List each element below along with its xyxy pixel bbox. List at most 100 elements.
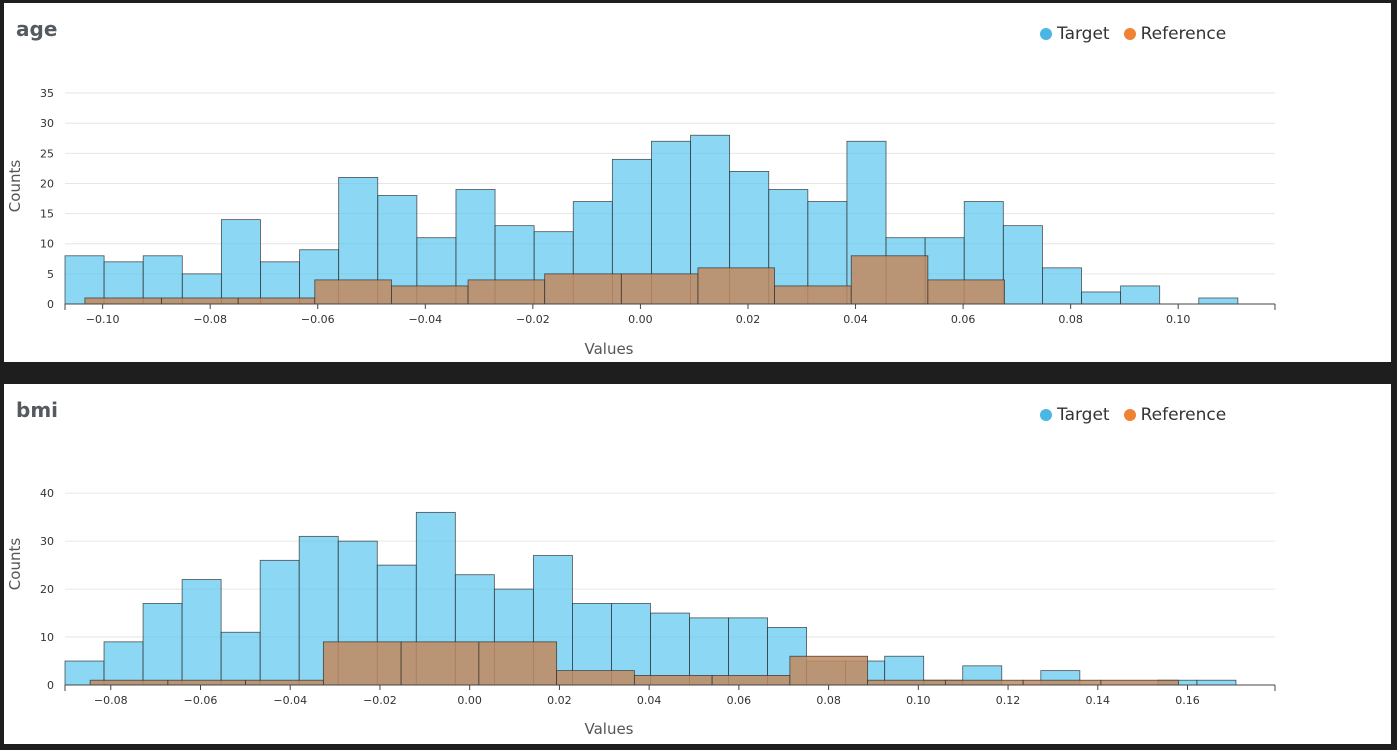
legend-label-reference: Reference	[1140, 405, 1227, 425]
reference-bar[interactable]	[245, 679, 324, 686]
target-bar[interactable]	[64, 255, 105, 305]
reference-bar[interactable]	[322, 641, 402, 686]
x-tick-label: 0.08	[816, 694, 841, 707]
target-bar[interactable]	[220, 219, 261, 305]
reference-bar[interactable]	[89, 679, 169, 686]
y-tick-label: 30	[40, 117, 54, 130]
bmi-chart-panel: bmi Target Reference 0 10 20 30 40 −0.08 −0.06…	[4, 384, 1391, 744]
chart-title: age	[16, 17, 58, 41]
y-tick-label: 40	[40, 487, 54, 500]
legend-item-target[interactable]: Target	[1040, 405, 1110, 425]
reference-bar[interactable]	[850, 255, 929, 305]
y-tick-label: 10	[40, 631, 54, 644]
y-tick-label: 25	[40, 147, 54, 160]
reference-bar[interactable]	[620, 273, 699, 305]
x-tick-label: 0.16	[1175, 694, 1200, 707]
target-bar[interactable]	[181, 579, 222, 686]
target-bar[interactable]	[103, 641, 144, 686]
reference-bar[interactable]	[467, 279, 546, 305]
target-bar[interactable]	[768, 189, 809, 305]
reference-bar[interactable]	[478, 641, 558, 686]
reference-bar[interactable]	[400, 641, 480, 686]
age-histogram: 0 5 10 15 20 25 30 35 −0.10 −0.08 −0.06 −0.04 −0.02 0…	[6, 87, 1276, 358]
reference-bar[interactable]	[237, 297, 316, 305]
x-tick-label: 0.10	[906, 694, 931, 707]
target-bar[interactable]	[650, 612, 690, 686]
target-bar[interactable]	[1042, 267, 1082, 305]
legend-label-target: Target	[1057, 24, 1110, 44]
chart-title: bmi	[16, 398, 59, 422]
legend-item-target[interactable]: Target	[1040, 24, 1110, 44]
reference-bar[interactable]	[1100, 679, 1180, 686]
x-tick-label: −0.10	[86, 313, 120, 326]
target-bar[interactable]	[142, 603, 183, 686]
target-bar[interactable]	[259, 559, 300, 686]
bmi-histogram: 0 10 20 30 40 −0.08 −0.06 −0.04 −0.02 0.00 0.02 0.0…	[6, 487, 1276, 738]
x-tick-label: −0.04	[273, 694, 307, 707]
reference-bar[interactable]	[927, 279, 1005, 305]
reference-bar[interactable]	[867, 679, 946, 686]
reference-bar[interactable]	[84, 297, 162, 305]
reference-dot-icon	[1123, 409, 1136, 421]
age-chart-panel: age Target Reference 0 5 10 15 20 25 30 35 −0.10…	[4, 3, 1391, 362]
reference-bar[interactable]	[944, 679, 1024, 686]
x-tick-label: −0.08	[94, 694, 128, 707]
x-tick-label: 0.06	[727, 694, 752, 707]
x-tick-label: −0.02	[363, 694, 397, 707]
target-bar[interactable]	[689, 617, 729, 686]
y-axis-title: Counts	[6, 160, 24, 213]
reference-bar[interactable]	[556, 670, 635, 686]
legend-item-reference[interactable]: Reference	[1123, 24, 1227, 44]
x-tick-label: 0.04	[843, 313, 868, 326]
y-tick-label: 15	[40, 208, 54, 221]
reference-bar[interactable]	[544, 273, 622, 305]
legend-label-target: Target	[1057, 405, 1110, 425]
target-bar[interactable]	[1081, 291, 1122, 305]
x-axis-title: Values	[584, 720, 633, 738]
x-tick-label: −0.04	[408, 313, 442, 326]
x-tick-label: −0.06	[184, 694, 218, 707]
reference-bar[interactable]	[774, 285, 852, 305]
y-tick-label: 35	[40, 87, 54, 100]
reference-bar[interactable]	[1022, 679, 1102, 686]
y-axis-title: Counts	[6, 538, 24, 591]
target-bar[interactable]	[1198, 297, 1239, 305]
x-tick-label: 0.14	[1086, 694, 1111, 707]
reference-bar[interactable]	[314, 279, 392, 305]
x-tick-label: 0.12	[996, 694, 1021, 707]
target-dot-icon	[1040, 28, 1052, 40]
reference-bar[interactable]	[161, 297, 239, 305]
x-tick-label: 0.06	[951, 313, 976, 326]
x-tick-label: −0.02	[516, 313, 550, 326]
y-tick-label: 20	[40, 177, 54, 190]
x-tick-label: 0.04	[637, 694, 662, 707]
chart-legend: Target Reference	[1040, 405, 1240, 425]
legend-item-reference[interactable]: Reference	[1123, 405, 1227, 425]
x-tick-label: 0.02	[736, 313, 761, 326]
x-axis-title: Values	[584, 340, 633, 358]
reference-dot-icon	[1123, 28, 1136, 40]
y-tick-label: 10	[40, 238, 54, 251]
x-tick-label: −0.06	[301, 313, 335, 326]
y-tick-label: 20	[40, 583, 54, 596]
reference-bar[interactable]	[789, 655, 869, 686]
x-tick-label: 0.08	[1058, 313, 1083, 326]
reference-bar[interactable]	[711, 675, 791, 686]
reference-bar[interactable]	[697, 267, 775, 305]
target-bar[interactable]	[220, 631, 261, 686]
target-bar[interactable]	[1002, 225, 1043, 305]
legend-label-reference: Reference	[1140, 24, 1227, 44]
y-tick-label: 0	[47, 298, 54, 311]
y-tick-label: 0	[47, 679, 54, 692]
reference-bar[interactable]	[167, 679, 247, 686]
target-bar[interactable]	[1196, 679, 1237, 686]
x-tick-label: −0.08	[193, 313, 227, 326]
target-bar[interactable]	[1120, 285, 1161, 305]
reference-bar[interactable]	[391, 285, 469, 305]
y-tick-label: 5	[47, 268, 54, 281]
x-tick-label: 0.02	[547, 694, 572, 707]
target-bar[interactable]	[728, 617, 768, 686]
target-bar[interactable]	[142, 255, 183, 305]
reference-bar[interactable]	[633, 675, 713, 686]
chart-legend: Target Reference	[1040, 24, 1240, 44]
